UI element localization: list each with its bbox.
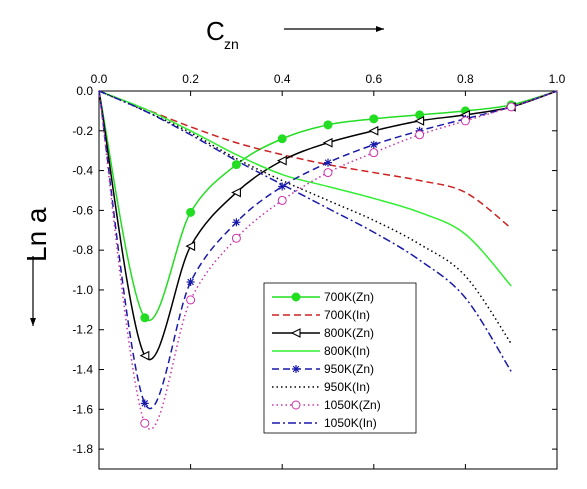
data-point bbox=[323, 168, 333, 178]
data-point bbox=[322, 137, 333, 148]
series-markers bbox=[139, 100, 516, 428]
x-tick-label: 0.6 bbox=[365, 72, 382, 86]
data-point bbox=[140, 399, 149, 408]
y-tick-label: -0.4 bbox=[72, 164, 93, 178]
data-point bbox=[369, 114, 379, 124]
x-axis-arrow-head bbox=[376, 26, 384, 32]
data-point bbox=[414, 115, 425, 126]
legend-marker bbox=[291, 400, 301, 410]
series-line bbox=[98, 90, 512, 345]
x-tick-label: 0.8 bbox=[457, 72, 474, 86]
y-axis-label: Ln a bbox=[21, 207, 52, 262]
x-tick-label: 1.0 bbox=[549, 72, 566, 86]
plot-frame bbox=[98, 90, 558, 470]
y-tick-label: -1.2 bbox=[72, 323, 93, 337]
data-point bbox=[140, 418, 150, 428]
legend-label: 950K(In) bbox=[324, 380, 370, 394]
legend-marker bbox=[291, 292, 301, 302]
x-axis-label-subscript: zn bbox=[224, 36, 239, 52]
series-line bbox=[98, 90, 512, 287]
legend-marker bbox=[290, 328, 301, 338]
y-tick-label: -1.0 bbox=[72, 283, 93, 297]
data-point bbox=[415, 130, 425, 140]
data-point bbox=[460, 116, 470, 126]
legend: 700K(Zn) 700K(In) 800K(Zn) 800K(In) 950K(Zn)… bbox=[263, 282, 417, 434]
x-tick-label: 0.4 bbox=[274, 72, 291, 86]
x-axis-label: C bbox=[206, 16, 225, 46]
x-axis-title: C zn bbox=[206, 16, 384, 52]
legend-marker bbox=[292, 365, 300, 373]
legend-label: 800K(Zn) bbox=[324, 326, 374, 340]
legend-items: 700K(Zn) 700K(In) 800K(Zn) 800K(In) 950K(Zn)… bbox=[272, 290, 381, 430]
x-tick-label: 0.2 bbox=[182, 72, 199, 86]
legend-box bbox=[263, 282, 417, 434]
data-point bbox=[231, 233, 241, 243]
y-tick-label: -1.8 bbox=[72, 442, 93, 456]
y-tick-label: -0.8 bbox=[72, 243, 93, 257]
data-point bbox=[369, 140, 378, 149]
y-axis-title: Ln a bbox=[21, 207, 52, 326]
data-point bbox=[231, 187, 241, 198]
legend-label: 700K(In) bbox=[324, 308, 370, 322]
y-tick-label: -1.4 bbox=[72, 363, 93, 377]
y-axis-arrow-head bbox=[30, 318, 36, 326]
legend-label: 1050K(In) bbox=[324, 416, 377, 430]
y-tick-label: -1.6 bbox=[72, 402, 93, 416]
data-point bbox=[140, 313, 150, 323]
data-point bbox=[185, 241, 196, 252]
legend-label: 950K(Zn) bbox=[324, 362, 374, 376]
series-line bbox=[98, 90, 512, 229]
data-point bbox=[277, 195, 287, 205]
y-tick-label: -0.6 bbox=[72, 203, 93, 217]
data-point bbox=[369, 148, 379, 158]
x-tick-label: 0.0 bbox=[91, 72, 108, 86]
data-point bbox=[506, 102, 516, 112]
data-point bbox=[368, 125, 379, 136]
legend-label: 700K(Zn) bbox=[324, 290, 374, 304]
data-point bbox=[277, 134, 287, 144]
legend-label: 1050K(Zn) bbox=[324, 398, 381, 412]
data-point bbox=[324, 158, 332, 167]
data-point bbox=[139, 350, 150, 361]
series-line bbox=[98, 90, 512, 372]
data-point bbox=[278, 182, 287, 191]
data-point bbox=[323, 120, 333, 130]
data-point bbox=[231, 160, 241, 170]
data-point bbox=[186, 277, 195, 286]
data-point bbox=[186, 207, 196, 217]
data-point bbox=[232, 218, 241, 227]
axis-ticks: 0.0 0.2 0.4 0.6 0.8 1.0 0.0 -0.2 -0.4 -0.6 -0.8 -1.… bbox=[72, 72, 566, 469]
y-tick-label: -0.2 bbox=[72, 124, 93, 138]
y-tick-label: 0.0 bbox=[76, 84, 93, 98]
data-point bbox=[186, 295, 196, 305]
series-line bbox=[98, 90, 558, 409]
legend-label: 800K(In) bbox=[324, 344, 370, 358]
data-point bbox=[276, 155, 287, 166]
